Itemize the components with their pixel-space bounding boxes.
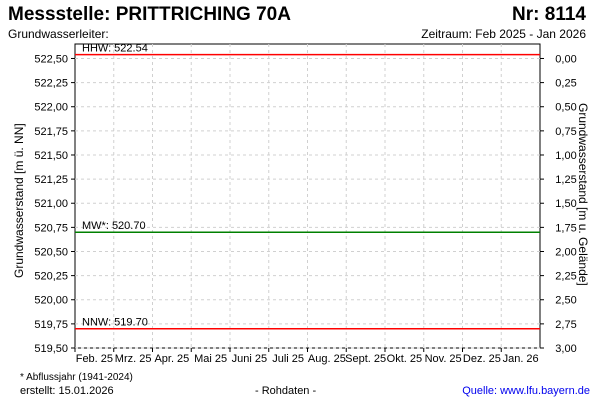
y2-tick-label: 1,75 xyxy=(555,222,576,234)
x-tick-label: Okt. 25 xyxy=(387,353,422,365)
y2-tick-label: 0,25 xyxy=(555,78,576,90)
y2-tick-label: 1,50 xyxy=(555,198,576,210)
y2-tick-label: 0,50 xyxy=(555,102,576,114)
y-tick-label: 521,50 xyxy=(34,150,68,162)
y-tick-label: 521,75 xyxy=(34,126,68,138)
x-tick-label: Dez. 25 xyxy=(463,353,501,365)
x-tick-label: Feb. 25 xyxy=(76,353,113,365)
y-tick-label: 520,50 xyxy=(34,246,68,258)
station-title: Messstelle: PRITTRICHING 70A xyxy=(8,4,291,25)
x-tick-label: Mai 25 xyxy=(194,353,227,365)
y2-tick-label: 2,00 xyxy=(555,246,576,258)
y2-tick-label: 0,00 xyxy=(555,53,576,65)
source-link[interactable]: Quelle: www.lfu.bayern.de xyxy=(462,385,590,397)
x-tick-label: Jan. 26 xyxy=(503,353,539,365)
y2-tick-label: 1,00 xyxy=(555,150,576,162)
reference-line-label: MW*: 520.70 xyxy=(82,220,146,232)
y-tick-label: 520,25 xyxy=(34,271,68,283)
y2-tick-label: 0,75 xyxy=(555,126,576,138)
y2-tick-label: 2,75 xyxy=(555,319,576,331)
y-tick-label: 522,50 xyxy=(34,53,68,65)
y-tick-label: 521,00 xyxy=(34,198,68,210)
y-tick-label: 519,75 xyxy=(34,319,68,331)
x-tick-label: Sept. 25 xyxy=(345,353,386,365)
y2-tick-label: 1,25 xyxy=(555,174,576,186)
y-tick-label: 520,75 xyxy=(34,222,68,234)
y2-tick-label: 3,00 xyxy=(555,343,576,355)
period-label: Zeitraum: Feb 2025 - Jan 2026 xyxy=(421,27,586,41)
x-tick-label: Juni 25 xyxy=(232,353,267,365)
created-date: erstellt: 15.01.2026 xyxy=(20,385,114,397)
x-tick-label: Mrz. 25 xyxy=(115,353,152,365)
y-tick-label: 522,25 xyxy=(34,78,68,90)
footnote: * Abflussjahr (1941-2024) xyxy=(20,372,133,383)
x-tick-label: Juli 25 xyxy=(272,353,304,365)
y-tick-label: 520,00 xyxy=(34,295,68,307)
y2-tick-label: 2,50 xyxy=(555,295,576,307)
x-tick-label: Nov. 25 xyxy=(425,353,462,365)
y-tick-label: 522,00 xyxy=(34,102,68,114)
y-tick-label: 521,25 xyxy=(34,174,68,186)
y-tick-label: 519,50 xyxy=(34,343,68,355)
x-tick-label: Apr. 25 xyxy=(154,353,189,365)
rawdata-label: - Rohdaten - xyxy=(255,385,317,397)
reference-line-label: HHW: 522.54 xyxy=(82,43,148,55)
x-tick-label: Aug. 25 xyxy=(308,353,346,365)
aquifer-label: Grundwasserleiter: xyxy=(8,27,109,41)
y2-tick-label: 2,25 xyxy=(555,271,576,283)
reference-line-label: NNW: 519.70 xyxy=(82,317,148,329)
station-number: Nr: 8114 xyxy=(512,4,586,25)
